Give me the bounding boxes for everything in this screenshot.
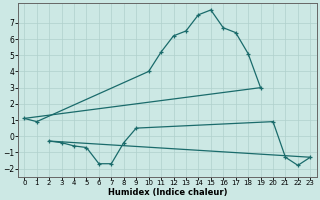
X-axis label: Humidex (Indice chaleur): Humidex (Indice chaleur) xyxy=(108,188,227,197)
